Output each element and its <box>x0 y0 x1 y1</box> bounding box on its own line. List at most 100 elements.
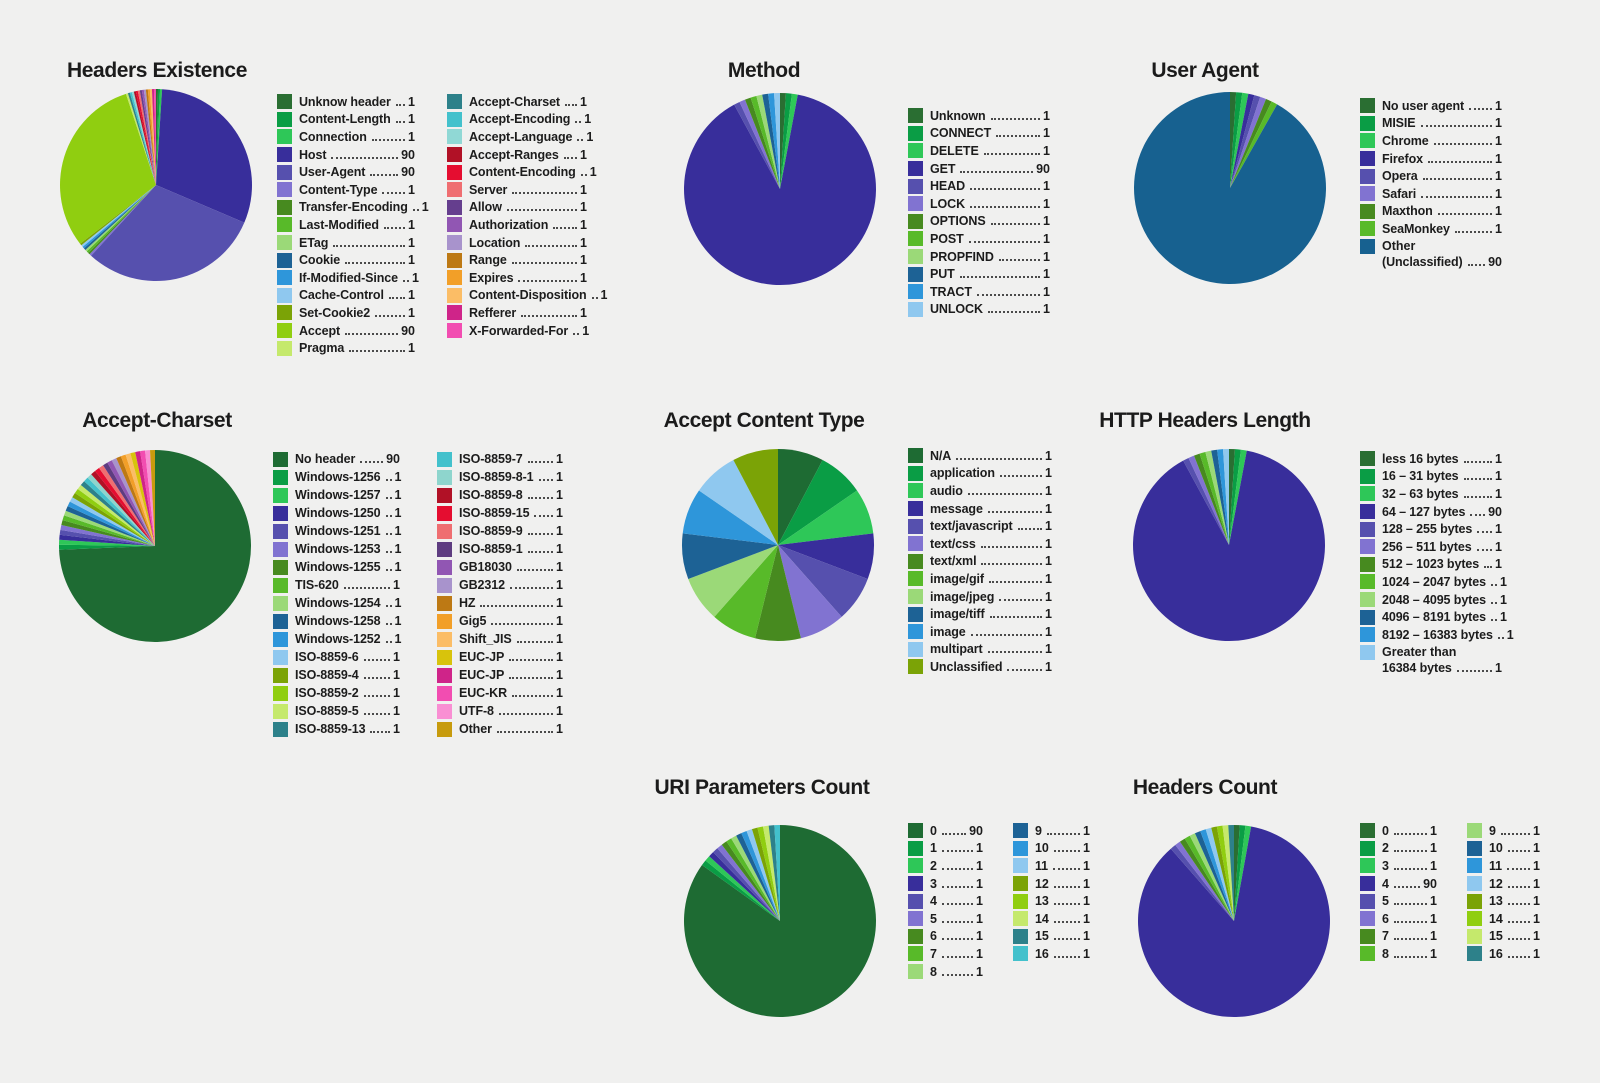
legend-leader-dots <box>512 695 554 697</box>
legend-value: 90 <box>1488 504 1502 519</box>
legend-swatch <box>273 451 288 467</box>
legend-leader-dots <box>1490 583 1497 586</box>
pie-slice <box>726 838 780 921</box>
legend-leader-dots <box>553 226 578 229</box>
legend-value: 1 <box>1083 876 1090 891</box>
legend-item: image/tiff 1 <box>908 605 1052 623</box>
legend-label: 1024 – 2047 bytes <box>1382 574 1486 589</box>
pie-headers-count <box>1137 825 1330 1018</box>
legend-swatch <box>908 928 923 944</box>
legend-item: 2048 – 4095 bytes 1 <box>1360 591 1507 609</box>
legend-leader-dots <box>941 885 974 888</box>
pie-slice <box>1211 449 1229 545</box>
legend-swatch <box>908 624 923 640</box>
legend-swatch <box>273 721 288 737</box>
pie-slice <box>1234 825 1252 921</box>
legend-value: 1 <box>1043 231 1050 246</box>
pie-slice <box>135 451 155 546</box>
legend-value: 1 <box>1430 929 1437 944</box>
legend-leader-dots <box>941 867 974 870</box>
legend-item: less 16 bytes 1 <box>1360 450 1502 468</box>
pie-headers-existence <box>59 89 253 282</box>
legend-leader-dots <box>516 569 554 571</box>
legend-item: No header 90 <box>273 450 400 468</box>
legend-swatch <box>1467 911 1482 927</box>
legend-label: ISO-8859-13 <box>295 722 366 736</box>
legend-label: Content-Disposition <box>469 288 587 303</box>
legend-item: 16 1 <box>1013 945 1090 963</box>
legend-value: 1 <box>1045 466 1052 481</box>
legend-leader-dots <box>1500 832 1531 835</box>
legend-swatch <box>277 323 292 339</box>
legend-item: Firefox 1 <box>1360 150 1502 168</box>
pie-slice <box>91 471 155 546</box>
legend-label: Windows-1254 <box>295 596 381 610</box>
legend-swatch <box>447 217 462 233</box>
legend-headers-count-col2: 9 1 10 1 11 1 12 1 13 1 14 1 15 1 16 1 <box>1467 822 1540 963</box>
legend-label: text/css <box>930 536 976 551</box>
legend-label: 32 – 63 bytes <box>1382 486 1459 501</box>
legend-swatch <box>437 577 452 593</box>
legend-label: Server <box>469 182 508 197</box>
legend-leader-dots <box>941 903 974 906</box>
legend-label: 15 <box>1035 929 1049 944</box>
legend-label: Refferer <box>469 305 517 320</box>
legend-leader-dots <box>395 103 406 106</box>
legend-value: 1 <box>394 506 402 520</box>
legend-value: 1 <box>408 94 415 109</box>
legend-swatch <box>908 448 923 464</box>
pie-slice <box>1205 827 1234 921</box>
legend-swatch <box>908 161 923 177</box>
legend-label: ISO-8859-2 <box>295 686 359 700</box>
legend-leader-dots <box>565 103 578 106</box>
chart-title-accept-content-type: Accept Content Type <box>663 409 865 432</box>
legend-value: 1 <box>1043 267 1050 282</box>
legend-label: Expires <box>469 270 514 285</box>
pie-slice <box>131 91 156 185</box>
legend-item: 11 1 <box>1467 857 1540 875</box>
legend-label: Maxthon <box>1382 204 1433 219</box>
legend-value: 1 <box>393 650 400 664</box>
legend-swatch <box>273 703 288 719</box>
pie-slice <box>713 848 780 921</box>
legend-label: PUT <box>930 267 955 282</box>
legend-leader-dots <box>999 475 1043 478</box>
legend-item: Windows-1251 1 <box>273 522 402 540</box>
legend-headers-existence-col1: Unknow header 1 Content-Length 1 Connection 1… <box>277 93 429 357</box>
legend-value: 1 <box>1083 911 1090 926</box>
legend-label: 4 <box>930 894 937 909</box>
legend-item: UTF-8 1 <box>437 702 563 720</box>
legend-swatch <box>277 235 292 251</box>
legend-leader-dots <box>385 641 392 643</box>
legend-item: text/xml 1 <box>908 553 1052 571</box>
legend-leader-dots <box>382 191 406 194</box>
legend-value: 1 <box>1495 169 1502 184</box>
legend-value: 1 <box>1043 302 1050 317</box>
legend-leader-dots <box>573 332 580 335</box>
legend-label: 128 – 255 bytes <box>1382 522 1473 537</box>
pie-slice <box>59 529 155 546</box>
legend-item: Set-Cookie2 1 <box>277 304 415 322</box>
legend-leader-dots <box>1393 850 1428 853</box>
legend-swatch <box>1360 133 1375 149</box>
legend-label: Chrome <box>1382 133 1429 148</box>
legend-leader-dots <box>363 659 391 661</box>
legend-swatch <box>908 893 923 909</box>
legend-swatch <box>908 301 923 317</box>
pie-slice <box>1184 835 1234 921</box>
legend-label: 11 <box>1489 858 1503 873</box>
pie-slice <box>156 89 163 185</box>
legend-swatch <box>1360 609 1375 625</box>
legend-swatch <box>437 703 452 719</box>
legend-label: Unknown <box>930 108 986 123</box>
pie-slice <box>762 93 780 189</box>
legend-swatch <box>273 505 288 521</box>
legend-value: 1 <box>394 524 402 538</box>
pie-slice <box>698 459 778 545</box>
legend-label: Authorization <box>469 217 549 232</box>
legend-label: N/A <box>930 448 952 463</box>
legend-swatch <box>437 559 452 575</box>
legend-swatch <box>908 518 923 534</box>
legend-leader-dots <box>1463 495 1493 498</box>
